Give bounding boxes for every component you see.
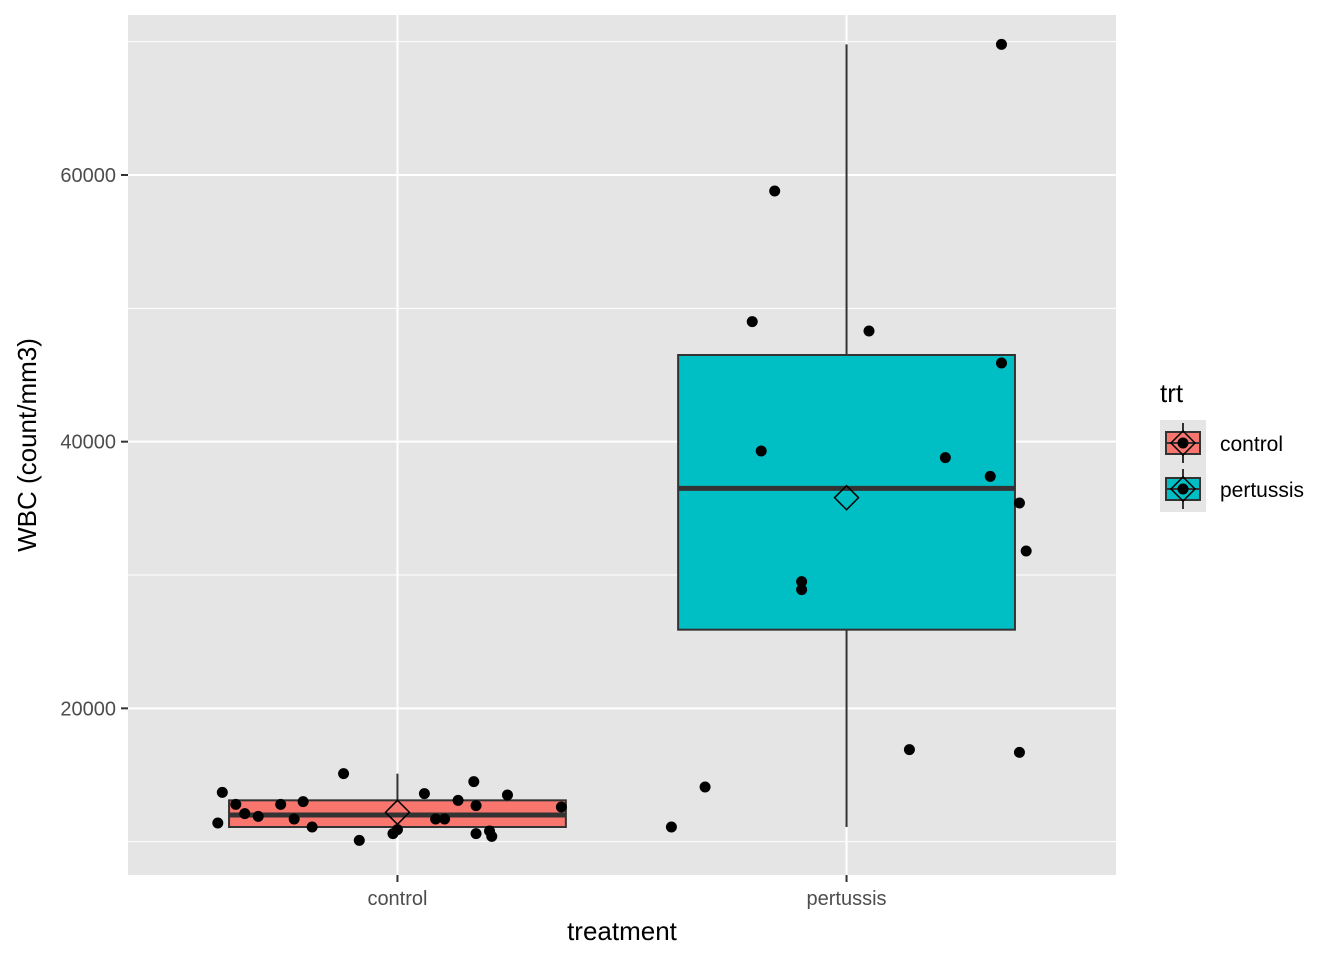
data-point [470, 828, 482, 840]
data-point [699, 781, 711, 793]
y-tick-label: 20000 [60, 698, 116, 720]
data-point [995, 38, 1007, 50]
legend-title: trt [1160, 378, 1184, 408]
data-point [216, 786, 228, 798]
mean-marker [384, 799, 411, 826]
y-tick-label: 60000 [60, 165, 116, 187]
data-point [275, 798, 287, 810]
data-point [212, 817, 224, 829]
data-point [769, 185, 781, 197]
data-point [470, 800, 482, 812]
legend-key-point [1177, 437, 1189, 449]
data-point [288, 813, 300, 825]
data-point [1013, 746, 1025, 758]
legend: trt control pertussis [1160, 378, 1304, 512]
data-point [252, 810, 264, 822]
mean-markers [384, 484, 860, 826]
mean-marker [833, 484, 860, 511]
y-axis-title: WBC (count/mm3) [12, 338, 42, 552]
data-point [903, 744, 915, 756]
data-point [239, 808, 251, 820]
data-point [555, 801, 567, 813]
data-point [306, 821, 318, 833]
data-point [297, 796, 309, 808]
data-point [338, 768, 350, 780]
x-tick-label: control [367, 888, 427, 910]
legend-item-pertussis: pertussis [1160, 466, 1304, 512]
data-point [665, 821, 677, 833]
legend-label: pertussis [1220, 479, 1304, 502]
data-point [746, 316, 758, 328]
data-point [391, 824, 403, 836]
data-point [418, 788, 430, 800]
legend-key-point [1177, 483, 1189, 495]
data-points [212, 38, 1032, 846]
data-point [501, 789, 513, 801]
legend-key-diamond [1169, 475, 1197, 503]
data-point [939, 452, 951, 464]
data-point [230, 798, 242, 810]
data-point [984, 470, 996, 482]
legend-item-control: control [1160, 420, 1283, 466]
x-tick-label: pertussis [807, 888, 887, 910]
legend-label: control [1220, 433, 1283, 456]
data-point [439, 813, 451, 825]
boxes [228, 44, 1016, 829]
data-point [353, 834, 365, 846]
data-point [796, 576, 808, 588]
data-point [863, 325, 875, 337]
box-pertussis [677, 354, 1016, 631]
y-tick-label: 40000 [60, 432, 116, 454]
data-point [1013, 497, 1025, 509]
axes: 20000 40000 60000 control pertussis [60, 165, 886, 910]
legend-key-diamond [1169, 429, 1197, 457]
x-axis-title: treatment [567, 916, 678, 946]
data-point [452, 794, 464, 806]
data-point [468, 776, 480, 788]
data-point [995, 357, 1007, 369]
data-point [796, 584, 808, 596]
data-point [755, 445, 767, 457]
data-point [430, 813, 442, 825]
data-point [1020, 545, 1032, 557]
data-point [486, 830, 498, 842]
